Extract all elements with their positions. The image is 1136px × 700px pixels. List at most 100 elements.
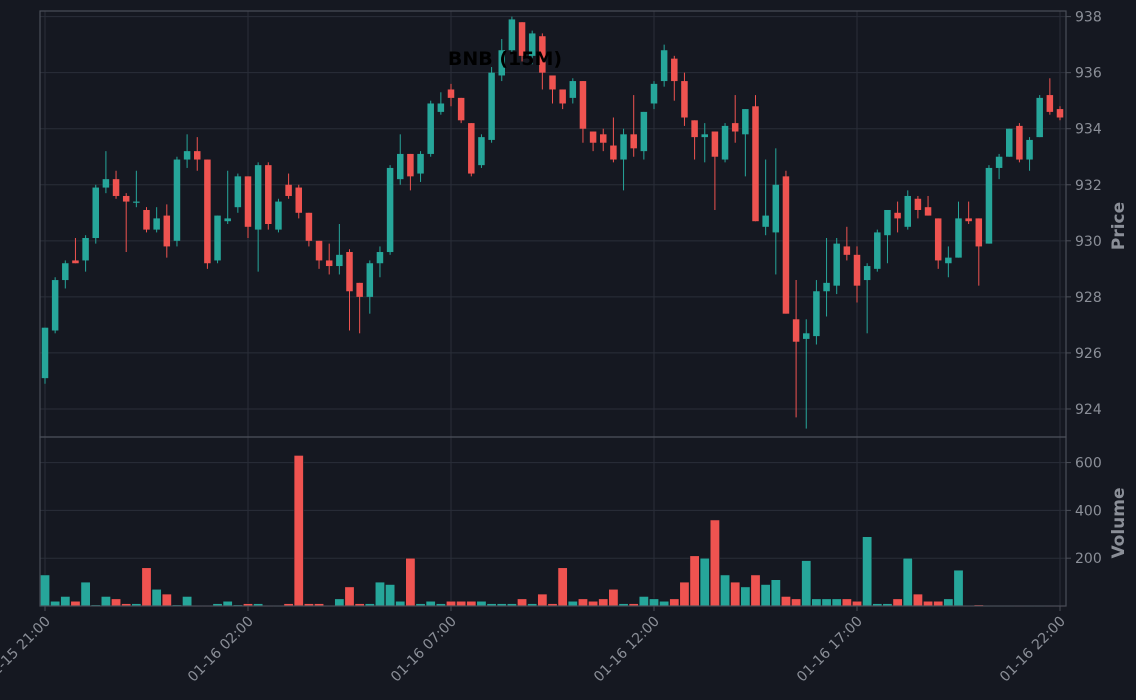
candle-body [234, 176, 242, 208]
candle-body [813, 291, 820, 337]
candle-body [803, 333, 810, 339]
volume-bar [892, 598, 903, 607]
volume-bar [669, 598, 680, 607]
volume-panel-frame [39, 436, 1067, 607]
candle [1006, 128, 1013, 157]
candle-body [731, 123, 739, 132]
candle [437, 92, 445, 115]
candle [782, 170, 790, 314]
volume-bar [334, 598, 345, 607]
volume-bar [557, 567, 568, 607]
candle [356, 282, 363, 334]
candle-body [884, 209, 891, 236]
candle-body [254, 165, 262, 230]
candle [265, 162, 272, 230]
candle [214, 215, 221, 264]
price-y-tick-label: 926 [1075, 346, 1102, 362]
frame-layer [39, 10, 1067, 607]
candle-body [600, 134, 607, 143]
candle [569, 78, 577, 104]
volume-bar [841, 598, 852, 607]
candle [427, 100, 434, 157]
candle [133, 170, 140, 208]
candle-body [579, 81, 587, 129]
candle [589, 131, 597, 152]
candle-body [630, 134, 637, 149]
candle-body [366, 263, 374, 297]
candle [82, 235, 89, 272]
candle [366, 260, 374, 314]
candle [346, 249, 353, 331]
volume-bar [182, 596, 193, 607]
candle [660, 44, 668, 87]
volume-bar [780, 596, 791, 607]
candle-body [853, 254, 861, 286]
candle-body [214, 215, 221, 261]
price-y-tick-label: 930 [1075, 234, 1102, 250]
volume-bar [385, 584, 396, 607]
candle [498, 39, 505, 82]
volume-bar [750, 574, 761, 607]
candle [762, 159, 769, 236]
candle-body [427, 103, 434, 154]
candle [488, 67, 495, 143]
candle-body [305, 212, 313, 241]
volume-bar [811, 598, 822, 607]
candle-body [275, 201, 282, 230]
candle-body [508, 19, 516, 51]
candle [183, 134, 191, 168]
candle-body [1046, 95, 1054, 112]
volume-bar [577, 598, 588, 607]
candle-body [204, 159, 211, 264]
candle [336, 224, 343, 275]
candle-body [1036, 97, 1043, 138]
volume-bar [456, 600, 467, 607]
candle-body [285, 184, 292, 196]
volume-bar [517, 598, 528, 607]
volume-bar [476, 600, 487, 607]
candle-body [691, 120, 698, 138]
candle [173, 156, 181, 247]
price-panel [41, 16, 1064, 429]
volume-bar [862, 536, 873, 607]
candle [894, 201, 901, 233]
candle-body [407, 153, 414, 177]
candle [194, 137, 201, 171]
candle [985, 165, 993, 244]
candle-body [569, 81, 577, 98]
candle [447, 83, 455, 107]
volume-bar [801, 560, 812, 607]
price-plot-area [40, 11, 1066, 437]
candle-body [975, 218, 983, 247]
candle-body [721, 125, 729, 160]
candle [122, 193, 130, 253]
candle [153, 207, 160, 233]
candle-body [376, 252, 384, 264]
volume-bar [80, 581, 91, 607]
candle-body [1006, 128, 1013, 157]
volume-bar [730, 581, 741, 607]
candle [681, 72, 688, 126]
volume-bar [395, 600, 406, 607]
candle-body [51, 280, 59, 331]
volume-bar [405, 557, 416, 607]
volume-bar [598, 598, 609, 607]
candle [620, 128, 627, 191]
volume-bar [923, 600, 934, 607]
candle [640, 111, 648, 160]
candle [914, 195, 922, 219]
candle [234, 173, 242, 213]
volume-bar [141, 567, 152, 607]
volume-bar [638, 596, 649, 607]
candle-body [437, 103, 445, 112]
candle-body [985, 167, 993, 244]
candle-body [610, 145, 617, 160]
candle [51, 277, 59, 334]
candle [721, 123, 729, 163]
candle-body [701, 134, 708, 138]
candle [397, 134, 404, 185]
candle-body [447, 89, 455, 98]
volume-bar [760, 584, 771, 607]
candle [41, 327, 49, 384]
